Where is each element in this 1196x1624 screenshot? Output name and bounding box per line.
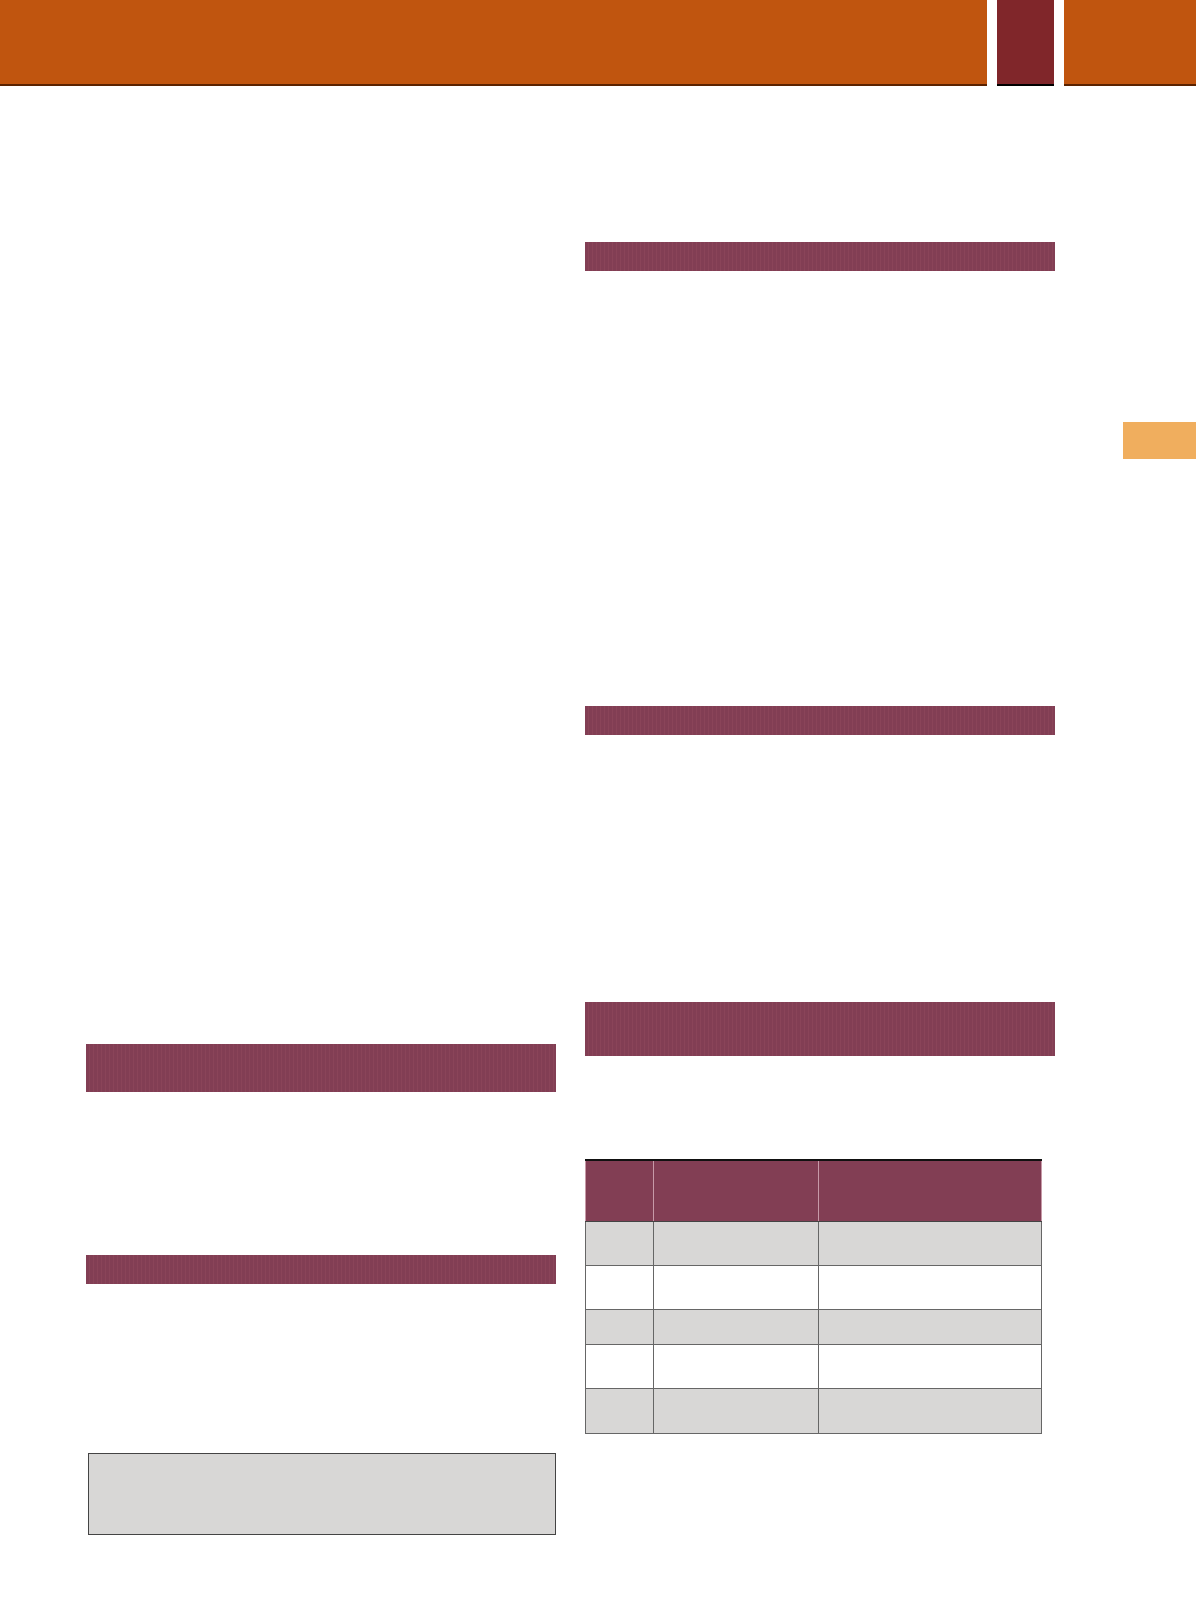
section-heading-bar bbox=[585, 1002, 1055, 1056]
table-row bbox=[585, 1265, 1042, 1310]
section-heading-bar bbox=[585, 242, 1055, 271]
header-page-block bbox=[997, 0, 1054, 86]
table-row bbox=[585, 1221, 1042, 1266]
section-heading-bar bbox=[585, 706, 1055, 735]
section-heading-bar bbox=[86, 1255, 556, 1284]
table-header-row bbox=[585, 1159, 1042, 1222]
note-box bbox=[88, 1453, 556, 1535]
data-table bbox=[585, 1159, 1042, 1434]
table-row bbox=[585, 1344, 1042, 1389]
table-row bbox=[585, 1309, 1042, 1345]
header-band-right bbox=[1064, 0, 1196, 86]
side-chapter-tab bbox=[1123, 422, 1196, 459]
table-row bbox=[585, 1388, 1042, 1434]
section-heading-bar bbox=[86, 1044, 556, 1092]
header-band-left bbox=[0, 0, 987, 86]
